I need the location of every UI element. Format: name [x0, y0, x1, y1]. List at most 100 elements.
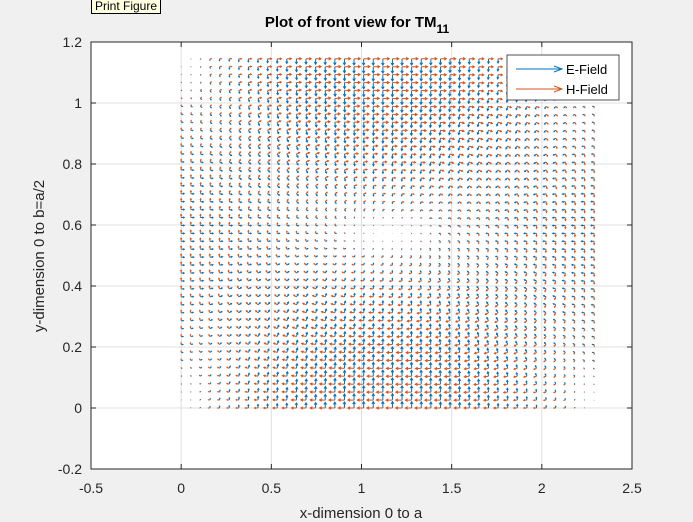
e-field-arrow [334, 193, 337, 197]
e-field-arrow [200, 208, 205, 211]
h-field-arrow [392, 184, 397, 187]
e-field-arrow [362, 277, 366, 282]
e-field-arrow [238, 372, 241, 377]
e-field-arrow [295, 153, 299, 159]
e-field-arrow [238, 224, 243, 227]
e-field-arrow [257, 122, 261, 127]
h-field-arrow [347, 366, 355, 370]
h-field-arrow [305, 167, 310, 171]
h-field-arrow [440, 217, 442, 220]
h-field-arrow [286, 143, 291, 147]
e-field-arrow [219, 216, 224, 219]
e-field-arrow [371, 377, 376, 385]
e-field-arrow [276, 145, 280, 150]
e-field-arrow [363, 248, 365, 250]
e-field-arrow [353, 285, 356, 290]
h-field-arrow [353, 120, 361, 124]
e-field-arrow [267, 122, 270, 127]
h-field-arrow [207, 391, 211, 393]
e-field-arrow [390, 66, 395, 75]
h-field-arrow [248, 65, 253, 68]
e-field-arrow [333, 401, 337, 408]
e-field-arrow [363, 262, 365, 266]
e-field-arrow [362, 177, 366, 182]
e-field-arrow [304, 90, 308, 97]
e-field-arrow [295, 169, 299, 174]
h-field-arrow [265, 285, 268, 290]
e-field-arrow [361, 392, 366, 401]
e-field-arrow [353, 255, 356, 258]
h-field-arrow [257, 206, 260, 210]
h-field-arrow [301, 326, 307, 330]
h-field-arrow [286, 151, 291, 155]
e-field-arrow [285, 90, 289, 96]
e-field-arrow [209, 389, 212, 393]
h-field-arrow [248, 143, 252, 147]
e-field-arrow [200, 335, 204, 338]
e-field-arrow [219, 255, 224, 259]
e-field-arrow [219, 357, 222, 361]
h-field-arrow [373, 152, 379, 156]
h-field-arrow [247, 166, 251, 171]
h-field-arrow [189, 293, 192, 297]
h-field-arrow [373, 184, 377, 187]
h-field-arrow [180, 261, 183, 266]
h-field-arrow [189, 237, 192, 242]
h-field-arrow [421, 209, 424, 211]
e-field-arrow [219, 365, 222, 369]
h-field-arrow [332, 263, 336, 266]
e-field-arrow [333, 130, 337, 136]
h-field-arrow [247, 190, 251, 194]
e-field-arrow [333, 138, 337, 144]
e-field-arrow [286, 161, 290, 166]
h-field-arrow [593, 328, 596, 332]
e-field-arrow [315, 177, 318, 182]
h-field-arrow [353, 184, 358, 187]
h-field-arrow [219, 143, 222, 147]
h-field-arrow [228, 229, 231, 234]
h-field-arrow [349, 303, 355, 306]
h-field-arrow [296, 96, 302, 100]
e-field-arrow [361, 58, 366, 67]
h-field-arrow [254, 350, 259, 353]
h-field-arrow [267, 73, 273, 76]
e-field-arrow [314, 90, 318, 97]
h-field-arrow [248, 88, 253, 92]
h-field-arrow [256, 261, 259, 266]
e-field-arrow [256, 58, 260, 64]
h-field-arrow [325, 88, 332, 92]
e-field-arrow [219, 113, 222, 117]
e-field-arrow [390, 369, 395, 377]
h-field-arrow [593, 312, 596, 317]
h-field-arrow [377, 326, 383, 331]
e-field-arrow [267, 129, 270, 135]
h-field-arrow [324, 207, 328, 210]
e-field-arrow [363, 193, 365, 197]
h-field-arrow [353, 216, 356, 218]
e-field-arrow [248, 240, 253, 243]
h-field-arrow [325, 80, 332, 85]
h-field-arrow [286, 198, 289, 202]
h-field-arrow [305, 230, 307, 234]
e-field-arrow [267, 332, 270, 337]
h-field-arrow [315, 183, 319, 187]
e-field-arrow [256, 66, 260, 72]
e-field-arrow [381, 376, 385, 385]
e-field-arrow [390, 353, 395, 361]
h-field-arrow [333, 247, 336, 250]
e-field-arrow [324, 308, 328, 313]
e-field-arrow [200, 279, 205, 282]
h-field-arrow [290, 406, 297, 410]
e-field-arrow [277, 240, 281, 243]
h-field-arrow [225, 398, 230, 401]
h-field-arrow [363, 152, 369, 156]
h-field-arrow [207, 382, 211, 385]
e-field-arrow [267, 161, 271, 166]
h-field-arrow [542, 399, 547, 402]
h-field-arrow [293, 286, 297, 290]
h-field-arrow [351, 263, 355, 266]
h-field-arrow [295, 222, 298, 226]
e-field-arrow [361, 74, 366, 82]
h-field-arrow [237, 213, 241, 218]
